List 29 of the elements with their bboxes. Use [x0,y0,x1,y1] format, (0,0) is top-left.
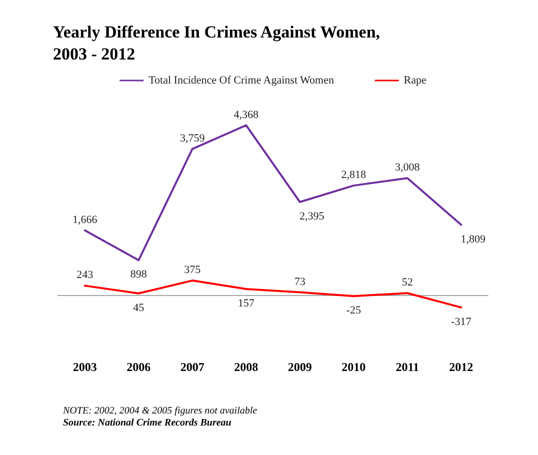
data-label: 898 [130,268,148,281]
legend-label: Rape [404,74,427,86]
data-label: 375 [184,264,202,276]
source-note: Source: National Crime Records Bureau [63,418,232,428]
x-tick-label: 2008 [234,360,258,374]
x-tick-label: 2007 [180,360,204,374]
data-label: 1,809 [460,233,486,246]
data-label: 157 [238,298,255,310]
data-label: 3,759 [180,132,206,144]
data-label: 73 [294,276,306,288]
data-label: 3,008 [395,162,420,174]
data-label: 45 [133,302,145,314]
data-label: 2,395 [300,210,325,223]
text: NOTE: 2002, 2004 & 2005 figures not available [62,406,258,416]
data-label: 1,666 [72,214,98,226]
data-label: 4,368 [234,108,259,121]
data-label: 2,818 [341,169,366,182]
x-tick-label: 2012 [449,360,474,374]
x-tick-label: 2003 [72,360,97,374]
x-tick-label: 2009 [288,360,312,374]
data-label: 243 [76,269,94,282]
data-label: -317 [451,316,472,328]
x-tick-label: 2010 [342,360,366,374]
x-tick-label: 2011 [396,360,420,374]
chart-title: Yearly Difference In Crimes Against Women, 2003 - 2012 [53,22,380,64]
x-tick-label: 2006 [126,360,151,374]
data-label: 52 [402,276,413,289]
legend-label: Total Incidence Of Crime Against Women [148,74,334,86]
data-label: -25 [346,304,362,317]
